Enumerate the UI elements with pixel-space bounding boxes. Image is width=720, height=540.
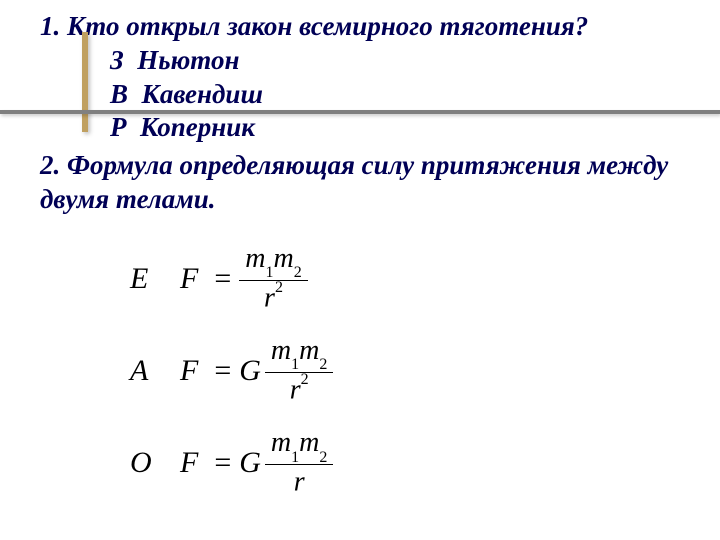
equals-sign: =	[214, 354, 231, 388]
q2-number: 2.	[40, 150, 60, 180]
q2-option-row: О F = G m1m2 r	[130, 428, 690, 498]
question-1: 1. Кто открыл закон всемирного тяготения…	[40, 10, 690, 44]
q1-text: Кто открыл закон всемирного тяготения?	[67, 11, 588, 41]
q1-answer-label: Коперник	[140, 112, 255, 142]
fraction: m1m2 r	[265, 428, 333, 498]
q1-answers: З Ньютон В Кавендиш Р Коперник	[110, 44, 690, 145]
question-2: 2. Формула определяющая силу притяжения …	[40, 149, 690, 217]
fraction: m1m2 r2	[265, 336, 333, 406]
q2-option-letter: Е	[130, 262, 180, 296]
denominator: r2	[258, 283, 289, 314]
q2-options: Е F = m1m2 r2 А F = G m1m2	[130, 244, 690, 499]
q2-option-row: А F = G m1m2 r2	[130, 336, 690, 406]
equals-sign: =	[214, 262, 231, 296]
fraction: m1m2 r2	[239, 244, 307, 314]
gravitational-constant: G	[239, 446, 261, 480]
decor-vertical-bar	[82, 32, 88, 132]
denominator: r	[288, 467, 311, 498]
q1-answer-row: З Ньютон	[110, 44, 690, 78]
q2-text: Формула определяющая силу притяжения меж…	[40, 150, 668, 214]
q1-answer-row: Р Коперник	[110, 111, 690, 145]
equals-sign: =	[214, 446, 231, 480]
q1-answer-row: В Кавендиш	[110, 78, 690, 112]
decor-horizontal-line	[0, 110, 720, 114]
q1-answer-label: Кавендиш	[142, 79, 263, 109]
q2-option-letter: О	[130, 446, 180, 480]
numerator: m1m2	[239, 244, 307, 278]
formula-lhs: F	[180, 262, 198, 296]
slide: 1. Кто открыл закон всемирного тяготения…	[0, 0, 720, 540]
denominator: r2	[284, 375, 315, 406]
q1-answer-letter: Р	[110, 112, 127, 142]
formula-lhs: F	[180, 354, 198, 388]
q1-number: 1.	[40, 11, 60, 41]
gravitational-constant: G	[239, 354, 261, 388]
numerator: m1m2	[265, 336, 333, 370]
q2-option-row: Е F = m1m2 r2	[130, 244, 690, 314]
formula-lhs: F	[180, 446, 198, 480]
numerator: m1m2	[265, 428, 333, 462]
q1-answer-letter: З	[110, 45, 124, 75]
q1-answer-label: Ньютон	[137, 45, 239, 75]
q2-option-letter: А	[130, 354, 180, 388]
q1-answer-letter: В	[110, 79, 128, 109]
